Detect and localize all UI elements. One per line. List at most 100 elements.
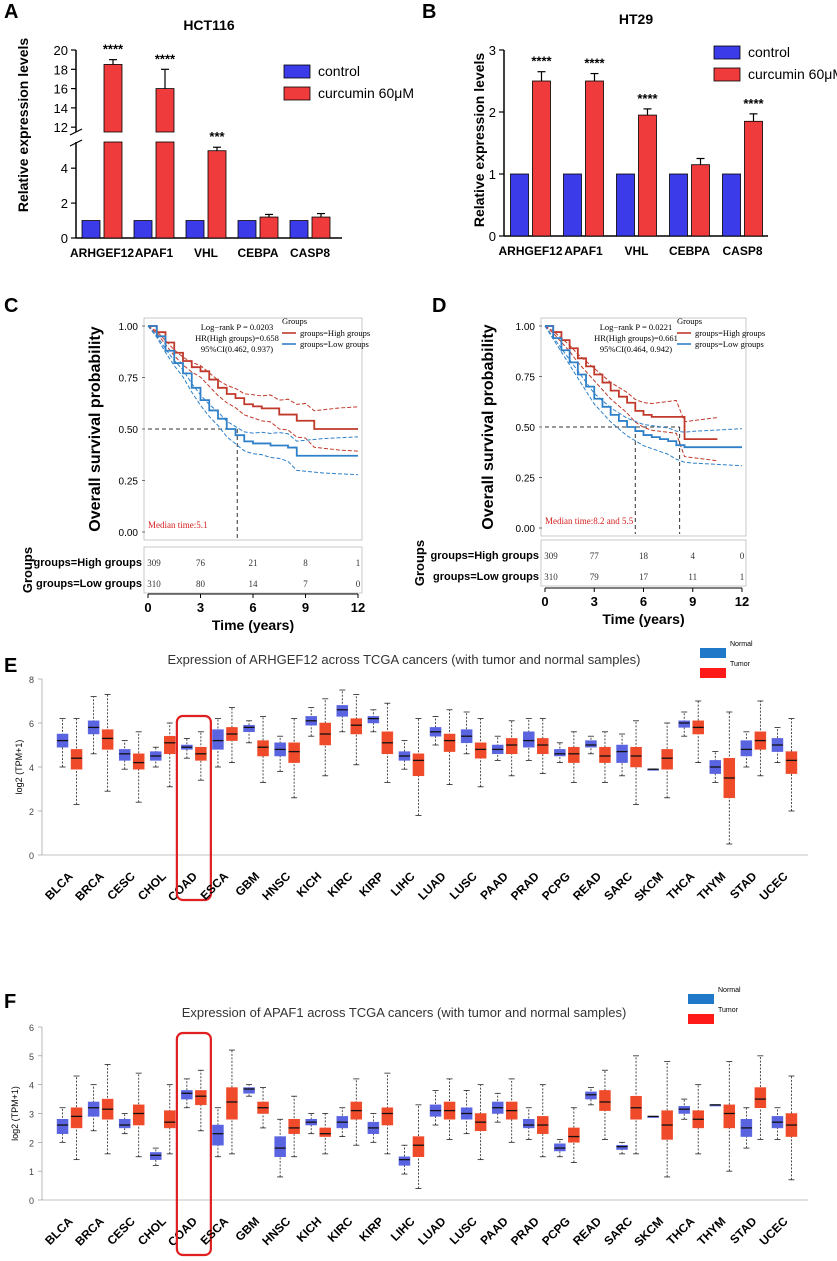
y-tick-label: 0	[489, 229, 496, 244]
bar-curcumin	[638, 114, 657, 237]
significance-label: ****	[584, 56, 605, 71]
x-tick-label: CHOL	[135, 869, 169, 903]
bar-control	[616, 173, 635, 237]
axis-break-mark	[69, 128, 83, 136]
x-tick-label: STAD	[727, 869, 760, 902]
box-iqr	[678, 1106, 690, 1114]
risk-table-title: Groups	[412, 540, 427, 586]
y-tick-label: 18	[54, 62, 68, 77]
x-tick-label: KICH	[294, 1214, 325, 1245]
legend-swatch	[283, 64, 311, 79]
y-tick-label: 1	[489, 167, 496, 182]
x-tick-label: CEBPA	[669, 244, 710, 258]
x-tick-label: CASP8	[290, 246, 330, 260]
panel-label-e: E	[4, 655, 17, 677]
legend-swatch	[283, 86, 311, 101]
box-iqr	[568, 746, 580, 763]
risk-count: 76	[196, 558, 206, 568]
x-tick-label: LUAD	[415, 869, 449, 903]
x-tick-label: APAF1	[564, 244, 603, 258]
box-iqr	[616, 1144, 628, 1150]
legend-label: control	[318, 63, 360, 79]
box-iqr	[101, 729, 114, 750]
x-tick-label: KIRC	[325, 869, 356, 900]
risk-count: 18	[639, 551, 649, 561]
box-iqr	[118, 749, 131, 761]
x-tick-label: 3	[197, 600, 204, 615]
box-iqr	[150, 1152, 162, 1160]
highlight-box	[175, 714, 212, 902]
confidence-upper-line	[544, 325, 743, 433]
risk-count: 309	[147, 558, 161, 568]
x-tick-label: SARC	[601, 1214, 635, 1248]
box-iqr	[754, 1087, 767, 1108]
box-iqr	[212, 1124, 224, 1146]
x-tick-label: 9	[689, 594, 696, 609]
risk-count: 1	[740, 572, 745, 582]
y-axis-label: Relative expression levels	[15, 38, 31, 213]
x-tick-label: KIRP	[356, 869, 386, 899]
legend-label: groups=Low groups	[300, 339, 369, 349]
box-iqr	[181, 1090, 193, 1100]
bar-curcumin	[585, 80, 604, 237]
box-iqr	[226, 1087, 238, 1120]
box-iqr	[70, 749, 83, 770]
confidence-upper-line	[147, 325, 359, 412]
x-tick-label: BLCA	[42, 869, 76, 903]
box-iqr	[87, 1101, 100, 1117]
box-iqr	[630, 746, 642, 768]
y-tick-label: 3	[29, 1110, 34, 1120]
box-iqr	[678, 720, 690, 728]
bar-curcumin	[691, 164, 710, 237]
x-tick-label: THCA	[664, 1214, 698, 1248]
box-iqr	[195, 1090, 207, 1106]
box-iqr	[554, 1143, 566, 1152]
x-tick-label: SKCM	[631, 869, 666, 904]
legend-title: Groups	[677, 316, 702, 326]
x-tick-label: BLCA	[42, 1214, 76, 1248]
x-tick-label: SARC	[601, 869, 635, 903]
significance-label: ****	[103, 42, 124, 57]
y-tick-label: 4	[29, 1081, 34, 1091]
x-tick-label: KIRC	[325, 1214, 356, 1245]
stat-annotation: Log−rank P = 0.0221	[600, 322, 673, 332]
x-axis-label: Time (years)	[602, 611, 684, 627]
y-axis-label: Overall survival probability	[480, 324, 497, 530]
box-iqr	[243, 724, 255, 733]
risk-count: 77	[590, 551, 600, 561]
legend-label: groups=Low groups	[695, 339, 764, 349]
box-iqr	[723, 1104, 736, 1129]
bar-curcumin	[311, 216, 331, 239]
panel-label-c: C	[4, 295, 18, 317]
significance-label: ****	[531, 54, 552, 69]
x-tick-label: PAAD	[478, 869, 512, 903]
significance-label: ****	[637, 91, 658, 106]
y-tick-label: 6	[29, 1023, 34, 1033]
y-tick-label: 3	[489, 43, 496, 58]
legend-label: groups=High groups	[695, 328, 765, 338]
y-tick-label: 0.75	[119, 374, 139, 385]
box-iqr	[661, 749, 673, 770]
risk-table-frame	[143, 546, 363, 594]
risk-table-row-label: groups=High groups	[34, 557, 142, 569]
x-tick-label: CASP8	[722, 244, 762, 258]
x-tick-label: SKCM	[631, 1214, 666, 1249]
x-tick-label: UCEC	[757, 869, 791, 903]
survival-curve-low	[545, 325, 742, 449]
stat-annotation: 95%CI(0.464, 0.942)	[600, 344, 672, 354]
y-axis-label: log2 (TPM+1)	[10, 1086, 20, 1141]
x-tick-label: CHOL	[135, 1214, 169, 1248]
box-iqr	[350, 718, 363, 735]
box-iqr	[599, 1090, 611, 1111]
y-tick-label: 0.50	[119, 425, 139, 436]
y-tick-label: 0.50	[516, 423, 536, 434]
confidence-upper-line	[147, 325, 359, 442]
risk-count: 80	[196, 579, 206, 589]
median-time-label: Median time:8.2 and 5.5	[545, 516, 634, 526]
y-tick-label: 1.00	[516, 322, 536, 333]
chart-title: HT29	[619, 11, 653, 27]
x-tick-label: 12	[351, 600, 365, 615]
stat-annotation: HR(High groups)=0.661	[594, 333, 678, 343]
panel-label-a: A	[4, 1, 18, 23]
x-tick-label: PAAD	[478, 1214, 512, 1248]
